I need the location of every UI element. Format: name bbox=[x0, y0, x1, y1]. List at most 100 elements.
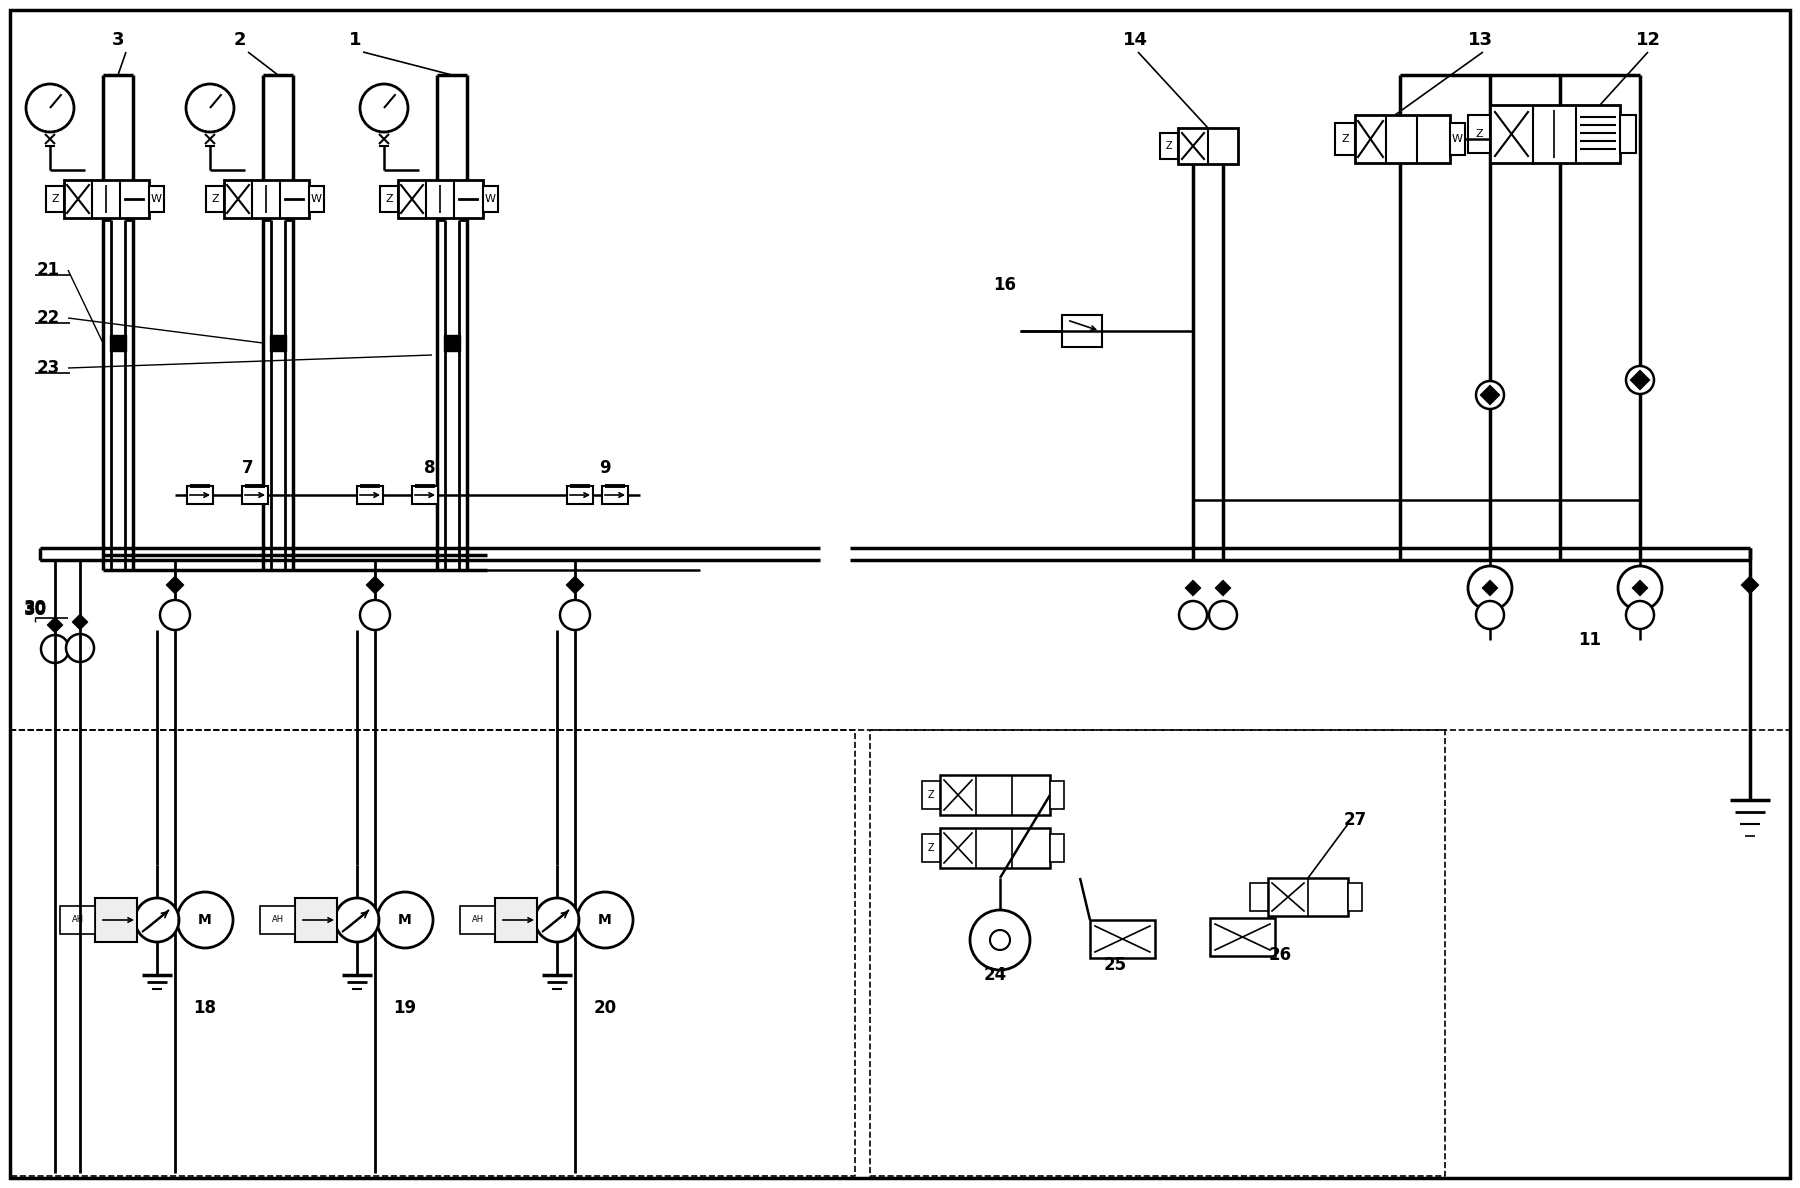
Bar bbox=[1049, 781, 1064, 809]
Circle shape bbox=[578, 892, 634, 948]
Bar bbox=[1348, 883, 1363, 911]
Circle shape bbox=[41, 636, 68, 663]
Text: W: W bbox=[1451, 134, 1462, 144]
Bar bbox=[922, 834, 940, 862]
Bar bbox=[223, 181, 310, 219]
Text: 30: 30 bbox=[23, 601, 47, 619]
Circle shape bbox=[335, 898, 380, 942]
Circle shape bbox=[1618, 565, 1661, 609]
Circle shape bbox=[1476, 381, 1505, 409]
Bar bbox=[1267, 878, 1348, 916]
Text: Z: Z bbox=[50, 194, 59, 204]
Text: Z: Z bbox=[927, 790, 934, 800]
Bar bbox=[1062, 315, 1102, 347]
Circle shape bbox=[990, 930, 1010, 950]
Bar bbox=[1336, 124, 1355, 154]
Text: AH: AH bbox=[72, 916, 85, 924]
Text: 14: 14 bbox=[1123, 31, 1148, 49]
Polygon shape bbox=[1633, 580, 1649, 596]
Bar bbox=[295, 898, 337, 942]
Text: Z: Z bbox=[1476, 129, 1483, 139]
Circle shape bbox=[176, 892, 232, 948]
Bar bbox=[940, 828, 1049, 868]
Text: AH: AH bbox=[272, 916, 284, 924]
Polygon shape bbox=[72, 614, 88, 630]
Circle shape bbox=[1476, 601, 1505, 628]
Bar bbox=[461, 906, 495, 934]
Bar bbox=[495, 898, 536, 942]
Bar bbox=[1620, 115, 1636, 153]
Bar bbox=[241, 486, 268, 504]
Bar bbox=[270, 335, 286, 350]
Circle shape bbox=[360, 84, 409, 132]
Text: 16: 16 bbox=[994, 276, 1017, 293]
Circle shape bbox=[1469, 565, 1512, 609]
Bar bbox=[310, 187, 324, 211]
Text: Z: Z bbox=[1166, 141, 1172, 151]
Polygon shape bbox=[47, 617, 63, 633]
Text: Z: Z bbox=[385, 194, 392, 204]
Circle shape bbox=[25, 84, 74, 132]
Bar bbox=[356, 486, 383, 504]
Bar bbox=[1490, 105, 1620, 163]
Bar bbox=[47, 187, 65, 211]
Bar bbox=[95, 898, 137, 942]
Text: 24: 24 bbox=[983, 966, 1006, 984]
Bar bbox=[1249, 883, 1267, 911]
Circle shape bbox=[970, 910, 1030, 969]
Text: 3: 3 bbox=[112, 31, 124, 49]
Circle shape bbox=[135, 898, 178, 942]
Text: 2: 2 bbox=[234, 31, 247, 49]
Bar bbox=[1049, 834, 1064, 862]
Bar bbox=[149, 187, 164, 211]
Bar bbox=[59, 906, 95, 934]
Circle shape bbox=[67, 634, 94, 662]
Text: 19: 19 bbox=[394, 999, 416, 1017]
Text: W: W bbox=[310, 194, 322, 204]
Text: 8: 8 bbox=[425, 459, 436, 478]
Text: 13: 13 bbox=[1467, 31, 1492, 49]
Text: 21: 21 bbox=[36, 261, 59, 279]
Polygon shape bbox=[1481, 580, 1498, 596]
Circle shape bbox=[360, 600, 391, 630]
Polygon shape bbox=[1741, 576, 1759, 594]
Text: Z: Z bbox=[211, 194, 220, 204]
Text: 23: 23 bbox=[36, 359, 59, 377]
Text: 22: 22 bbox=[36, 309, 59, 327]
Bar bbox=[940, 775, 1049, 815]
Polygon shape bbox=[166, 576, 184, 594]
Text: W: W bbox=[484, 194, 495, 204]
Text: M: M bbox=[198, 914, 212, 927]
Bar bbox=[1355, 115, 1451, 163]
Bar bbox=[922, 781, 940, 809]
Circle shape bbox=[160, 600, 191, 630]
Bar bbox=[445, 335, 461, 350]
Bar bbox=[1177, 128, 1238, 164]
Circle shape bbox=[185, 84, 234, 132]
Bar bbox=[398, 181, 482, 219]
Bar bbox=[259, 906, 295, 934]
Text: 30: 30 bbox=[23, 599, 47, 617]
Bar bbox=[110, 335, 126, 350]
Text: 11: 11 bbox=[1579, 631, 1602, 649]
Text: Z: Z bbox=[1341, 134, 1348, 144]
Polygon shape bbox=[1480, 385, 1499, 405]
Bar bbox=[1210, 918, 1274, 956]
Text: 9: 9 bbox=[599, 459, 610, 478]
Bar bbox=[601, 486, 628, 504]
Bar bbox=[1451, 124, 1465, 154]
Bar bbox=[1091, 920, 1156, 958]
Polygon shape bbox=[565, 576, 583, 594]
Polygon shape bbox=[1184, 580, 1201, 596]
Text: Z: Z bbox=[927, 843, 934, 853]
Circle shape bbox=[1625, 601, 1654, 628]
Circle shape bbox=[560, 600, 590, 630]
Text: 18: 18 bbox=[194, 999, 216, 1017]
Bar bbox=[65, 181, 149, 219]
Text: 26: 26 bbox=[1269, 946, 1292, 963]
Bar bbox=[1469, 115, 1490, 153]
Bar bbox=[412, 486, 437, 504]
Text: 20: 20 bbox=[594, 999, 617, 1017]
Text: 12: 12 bbox=[1636, 31, 1660, 49]
Circle shape bbox=[1210, 601, 1237, 628]
